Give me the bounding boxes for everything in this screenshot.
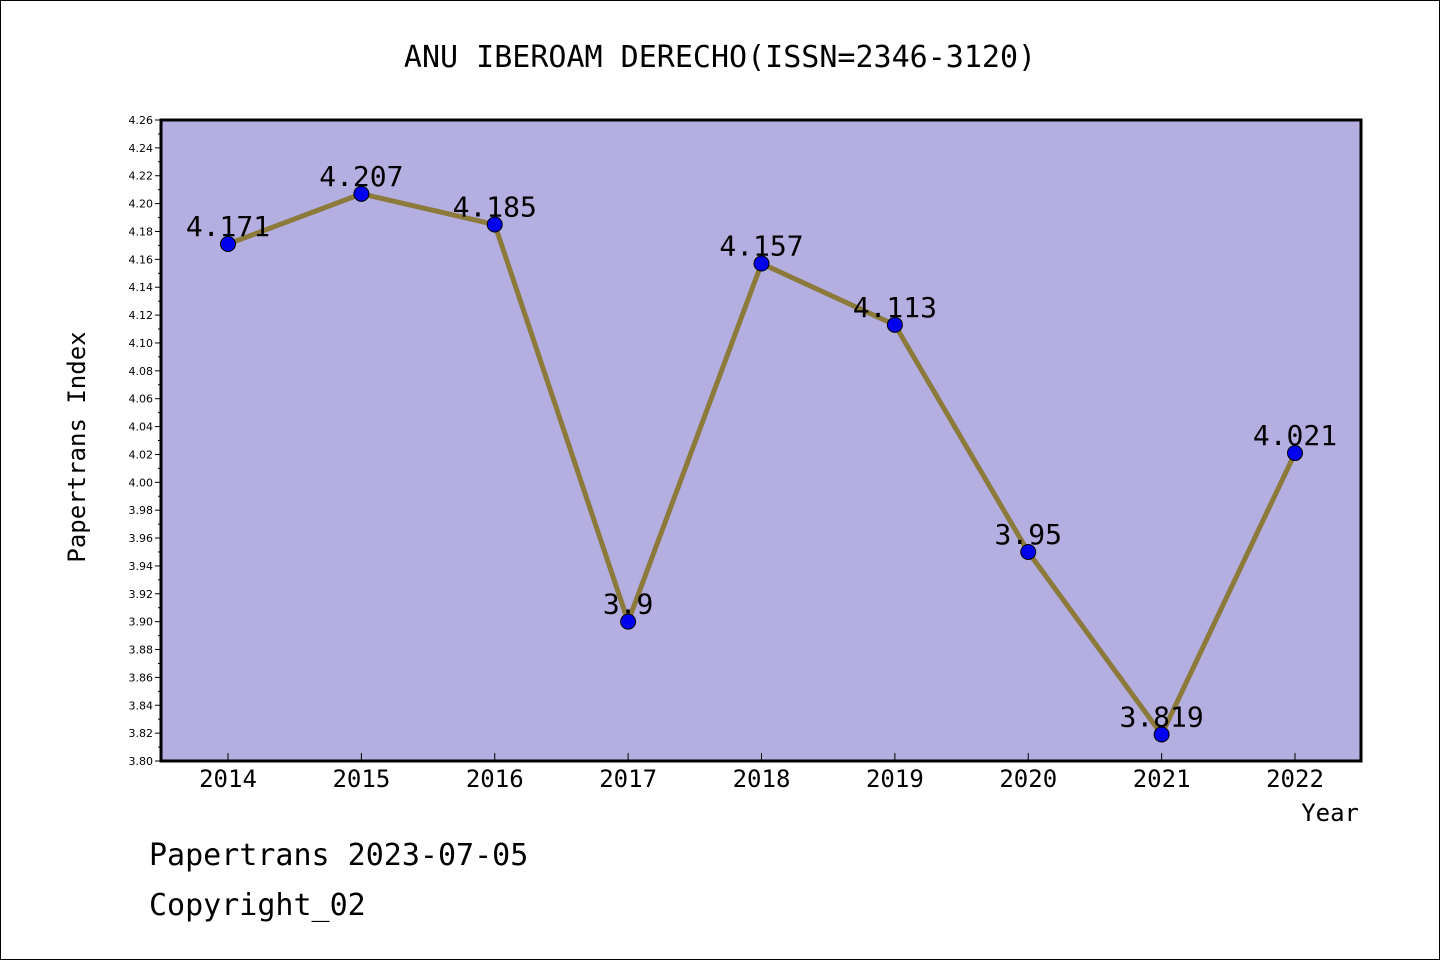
data-point [486, 216, 503, 233]
y-tick-label: 3.98 [129, 504, 154, 517]
y-tick-label: 4.14 [129, 281, 154, 294]
data-point [1020, 543, 1037, 560]
data-point [353, 185, 370, 202]
y-tick-label: 4.20 [129, 198, 154, 211]
y-tick-label: 4.10 [129, 337, 154, 350]
data-point [1287, 445, 1303, 462]
data-point [886, 316, 903, 333]
series-group: 4.1714.2074.1853.94.1574.1133.953.8194.0… [186, 160, 1337, 743]
y-tick-label: 4.24 [129, 142, 154, 155]
y-axis: 3.80 3.82 3.84 3.86 3.88 3.90 3.92 3.94 3.96 3.98… [129, 114, 161, 768]
y-axis-label: Papertrans Index [63, 331, 91, 562]
x-axis: 2014 2015 2016 2017 2018 2019 2020 2021 2022 [199, 753, 1324, 793]
chart-title: ANU IBEROAM DERECHO(ISSN=2346-3120) [404, 40, 1036, 75]
x-tick-label: 2016 [466, 765, 524, 793]
y-tick-label: 3.88 [129, 644, 154, 657]
x-tick-label: 2022 [1266, 765, 1324, 793]
y-tick-label: 4.26 [129, 114, 154, 127]
y-tick-label: 4.06 [129, 393, 154, 406]
x-axis-label: Year [1301, 799, 1359, 827]
footer-source: Papertrans 2023-07-05 [149, 838, 528, 873]
y-tick-label: 3.94 [129, 560, 154, 573]
y-tick-label: 3.84 [129, 699, 154, 712]
y-tick-label: 3.90 [129, 616, 154, 629]
y-tick-label: 4.16 [129, 253, 154, 266]
x-tick-label: 2014 [199, 765, 257, 793]
y-tick-label: 4.04 [129, 421, 154, 434]
y-tick-label: 3.96 [129, 532, 154, 545]
y-tick-label: 3.82 [129, 727, 154, 740]
y-tick-label: 4.18 [129, 225, 154, 238]
footer-copyright: Copyright_02 [149, 888, 366, 923]
y-tick-label: 4.22 [129, 170, 154, 183]
y-tick-label: 4.12 [129, 309, 154, 322]
x-tick-label: 2021 [1133, 765, 1191, 793]
x-tick-label: 2018 [733, 765, 791, 793]
y-tick-label: 4.00 [129, 476, 154, 489]
x-tick-label: 2017 [599, 765, 657, 793]
data-point [1153, 726, 1170, 743]
y-tick-label: 3.80 [129, 755, 154, 768]
data-point [753, 255, 770, 272]
plot-area [159, 118, 1363, 763]
x-tick-label: 2020 [999, 765, 1057, 793]
x-tick-label: 2019 [866, 765, 924, 793]
x-tick-label: 2015 [332, 765, 390, 793]
y-tick-label: 4.02 [129, 448, 154, 461]
y-tick-label: 4.08 [129, 365, 154, 378]
data-point [220, 236, 236, 253]
y-tick-label: 3.86 [129, 671, 154, 684]
y-tick-label: 3.92 [129, 588, 154, 601]
data-point [620, 613, 637, 630]
